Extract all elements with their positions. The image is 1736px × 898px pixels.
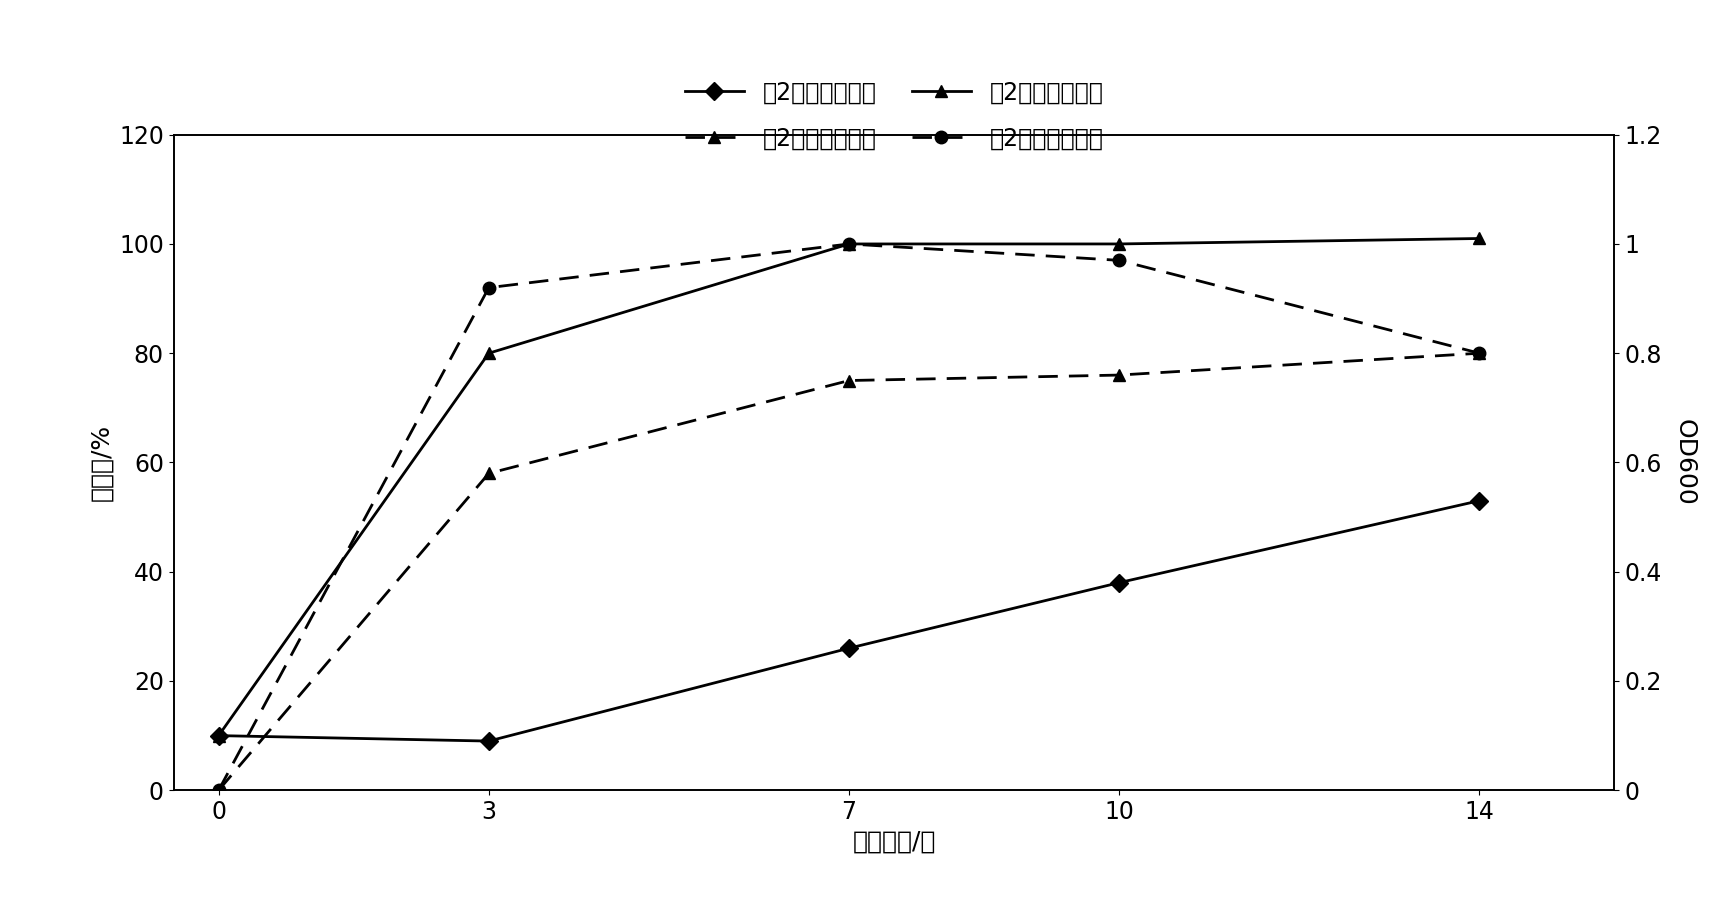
利2在芙中的菌浓 <box>479 468 500 479</box>
利2在芙中的菌浓 <box>1469 348 1489 358</box>
Line: 利2在芙中的菌浓: 利2在芙中的菌浓 <box>212 347 1486 797</box>
Line: 利2在萸中的菌浓: 利2在萸中的菌浓 <box>212 238 1486 797</box>
Line: 利2对萸的降解率: 利2对萸的降解率 <box>212 233 1486 742</box>
利2对芙的降解率 <box>1469 496 1489 506</box>
Y-axis label: 降解率/%: 降解率/% <box>90 424 113 501</box>
X-axis label: 培养时间/天: 培养时间/天 <box>852 830 936 853</box>
利2对萸的降解率 <box>208 730 229 741</box>
利2对萸的降解率 <box>1469 233 1489 244</box>
利2在芙中的菌浓 <box>208 785 229 796</box>
利2在萸中的菌浓 <box>1469 348 1489 358</box>
利2对萸的降解率 <box>838 239 859 250</box>
利2在芙中的菌浓 <box>1109 370 1130 381</box>
Line: 利2对芙的降解率: 利2对芙的降解率 <box>212 495 1486 747</box>
利2在萸中的菌浓 <box>838 239 859 250</box>
利2在萸中的菌浓 <box>208 785 229 796</box>
利2在芙中的菌浓 <box>838 375 859 386</box>
Legend: 利2在芙中的菌浓, 利2在萸中的菌浓: 利2在芙中的菌浓, 利2在萸中的菌浓 <box>675 117 1113 160</box>
利2对萸的降解率 <box>479 348 500 358</box>
利2在萸中的菌浓 <box>479 282 500 293</box>
利2对萸的降解率 <box>1109 239 1130 250</box>
利2对芙的降解率 <box>838 643 859 654</box>
Y-axis label: OD600: OD600 <box>1672 419 1696 506</box>
利2对芙的降解率 <box>208 730 229 741</box>
利2对芙的降解率 <box>479 735 500 746</box>
利2对芙的降解率 <box>1109 577 1130 588</box>
利2在萸中的菌浓 <box>1109 255 1130 266</box>
